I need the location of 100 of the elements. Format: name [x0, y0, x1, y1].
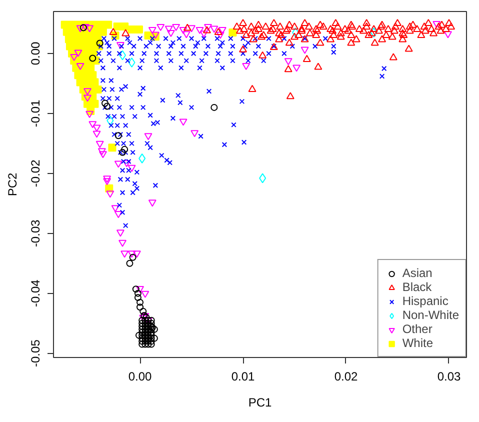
point: [179, 118, 188, 126]
x-tick-label: 0.00: [128, 370, 152, 384]
point: [86, 25, 94, 32]
point: [92, 130, 101, 138]
point: [128, 57, 136, 68]
point: [164, 26, 173, 33]
point: [150, 326, 158, 333]
point: [81, 24, 90, 32]
point: [144, 133, 152, 140]
point: [138, 153, 146, 164]
point: [148, 26, 156, 34]
y-tick-label: -0.04: [28, 279, 42, 308]
x-tick-label: 0.03: [437, 370, 461, 384]
point: [114, 132, 122, 140]
point: [218, 26, 226, 34]
point: [292, 64, 301, 72]
point: [190, 130, 199, 138]
point: [101, 100, 108, 107]
point: [140, 308, 147, 315]
point: [242, 62, 250, 70]
point: [134, 290, 142, 297]
point: [204, 24, 212, 32]
point: [136, 304, 144, 311]
point: [150, 334, 158, 342]
point: [300, 46, 309, 54]
x-axis-title: PC1: [248, 396, 272, 410]
point: [128, 164, 136, 172]
y-tick-label: -0.01: [28, 99, 42, 128]
legend-label: Other: [402, 322, 432, 336]
point: [196, 26, 204, 34]
point: [103, 178, 112, 186]
point: [104, 20, 112, 29]
point: [182, 31, 190, 38]
point: [259, 173, 266, 184]
y-tick-label: -0.02: [28, 159, 42, 188]
point: [98, 148, 106, 156]
point: [120, 22, 129, 30]
point: [292, 27, 300, 38]
point: [70, 54, 78, 62]
point: [103, 176, 112, 183]
point: [98, 151, 107, 158]
point: [128, 250, 136, 258]
point: [148, 320, 155, 327]
x-tick-label: 0.01: [231, 370, 256, 384]
point: [88, 121, 97, 128]
point: [96, 40, 104, 47]
point: [120, 250, 129, 258]
point: [138, 338, 146, 345]
point: [132, 250, 141, 258]
point: [116, 42, 124, 50]
point: [108, 144, 116, 152]
y-tick-label: -0.05: [28, 339, 42, 367]
point: [118, 240, 127, 247]
point: [134, 294, 142, 302]
point: [114, 211, 122, 218]
point: [141, 290, 150, 298]
point: [188, 25, 196, 32]
point: [216, 32, 224, 39]
point: [80, 24, 87, 32]
point: [122, 160, 131, 168]
point: [172, 24, 180, 32]
point: [136, 298, 144, 306]
point: [148, 200, 156, 207]
point: [121, 146, 128, 153]
point: [284, 58, 292, 66]
point: [90, 100, 99, 108]
point: [76, 62, 84, 70]
point: [86, 110, 94, 118]
point: [92, 124, 101, 132]
point: [126, 260, 134, 267]
point: [111, 205, 120, 212]
point: [210, 26, 218, 33]
y-tick-label: 0.00: [28, 41, 42, 66]
legend-label: White: [402, 336, 433, 350]
point: [228, 28, 237, 36]
point: [148, 340, 155, 348]
point: [444, 31, 452, 38]
point: [88, 71, 97, 80]
point: [370, 27, 378, 38]
point: [148, 316, 155, 324]
point: [106, 190, 114, 198]
point: [156, 24, 165, 32]
point: [89, 54, 96, 62]
y-tick-label: -0.03: [28, 219, 42, 248]
legend-label: Black: [402, 280, 432, 294]
point: [144, 340, 152, 348]
point: [138, 320, 146, 327]
point: [210, 104, 218, 111]
point: [132, 286, 140, 293]
point: [94, 85, 102, 94]
point: [74, 71, 82, 80]
point: [106, 116, 114, 126]
point: [148, 338, 155, 345]
point: [134, 25, 143, 34]
point: [98, 28, 107, 36]
legend-label: Asian: [402, 266, 432, 280]
point: [83, 88, 92, 96]
point: [166, 30, 175, 38]
point: [119, 50, 126, 60]
point: [142, 340, 149, 348]
